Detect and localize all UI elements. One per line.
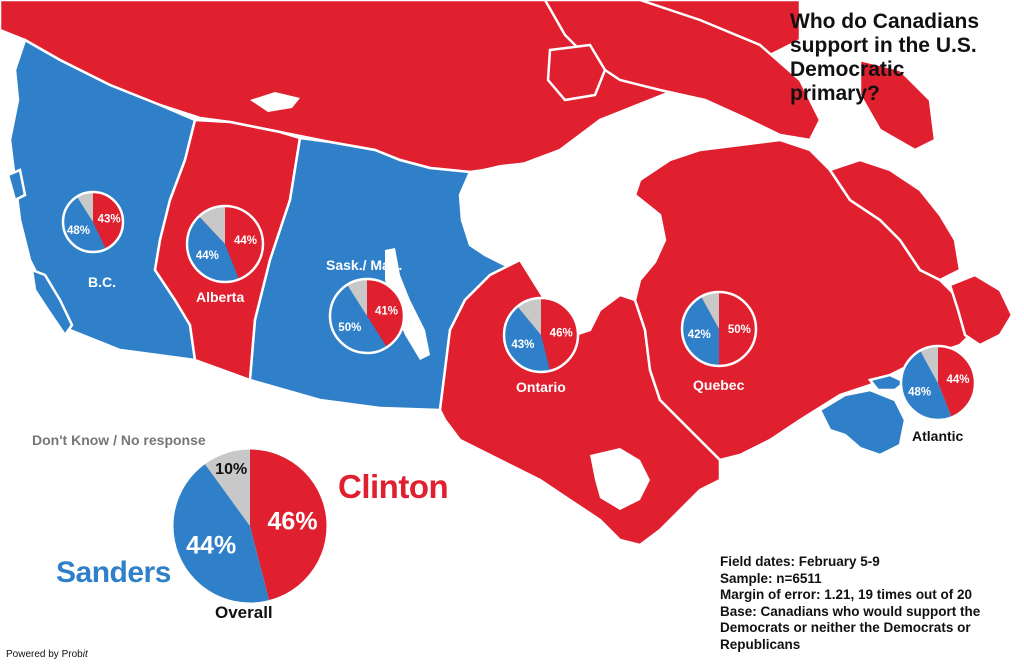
region-pie-0-sanders-label: 48% xyxy=(67,225,90,237)
region-label-ontario: Ontario xyxy=(516,379,566,395)
overall-pie-sanders-label: 44% xyxy=(186,531,236,559)
overall-pie-sanders-slice xyxy=(172,462,270,604)
chart-title: Who do Canadians support in the U.S. Dem… xyxy=(790,10,1020,106)
bc-islands-1 xyxy=(6,168,27,202)
bc-islands-2 xyxy=(30,268,74,338)
region-pie-2-sanders-label: 50% xyxy=(338,322,361,334)
region-pie-1-outline xyxy=(185,204,265,284)
region-pie-2-dontknow-slice xyxy=(347,279,367,316)
region-pie-5-dontknow-slice xyxy=(920,346,938,383)
region-pie-1: 44% 44% xyxy=(185,204,265,284)
region-pie-4-sanders-slice xyxy=(681,296,719,366)
region-label-alberta: Alberta xyxy=(196,289,244,305)
region-pie-0-clinton-slice xyxy=(93,192,124,250)
region-pie-3-clinton-label: 46% xyxy=(550,327,573,339)
region-pie-0-dontknow-slice xyxy=(76,192,93,222)
region-pie-3-sanders-slice xyxy=(503,306,551,372)
region-pie-5-clinton-slice xyxy=(938,346,976,418)
northern-island-east xyxy=(858,58,937,152)
region-pie-1-sanders-slice xyxy=(187,216,239,282)
title-line-3: Democratic xyxy=(790,58,905,81)
note-base-1: Base: Canadians who would support the xyxy=(720,603,981,619)
overall-pie: 46% 44% 10% xyxy=(170,446,330,606)
overall-label: Overall xyxy=(215,603,273,622)
overall-pie-dontknow-label: 10% xyxy=(215,461,247,478)
legend-dont-know: Don't Know / No response xyxy=(32,432,206,448)
note-margin: Margin of error: 1.21, 19 times out of 2… xyxy=(720,587,973,602)
small-lake-1 xyxy=(250,92,300,112)
region-pie-2-sanders-slice xyxy=(330,284,387,353)
region-pie-5: 44% 48% xyxy=(899,344,977,422)
region-label-saskman: Sask./ Man. xyxy=(326,257,402,273)
overall-pie-outline xyxy=(170,446,330,606)
region-pie-4-clinton-slice xyxy=(719,292,756,366)
region-pie-0-sanders-slice xyxy=(62,196,106,253)
region-pie-2-outline xyxy=(328,277,406,355)
region-pie-5-sanders-slice xyxy=(901,350,952,420)
region-pie-3-sanders-label: 43% xyxy=(511,339,534,351)
region-shape-atlantic-maritimes xyxy=(818,388,907,457)
note-base-2: Democrats or neither the Democrats or xyxy=(720,620,971,635)
region-pie-1-clinton-label: 44% xyxy=(234,235,257,247)
title-line-4: primary? xyxy=(790,82,880,105)
credit-line: Powered by Probit xyxy=(6,649,88,660)
credit-prefix: Powered by Prob xyxy=(6,649,83,660)
region-pie-2-clinton-slice xyxy=(367,279,404,348)
region-pie-0: 43% 48% xyxy=(61,190,125,254)
note-field-dates: Field dates: February 5-9 xyxy=(720,554,880,569)
region-pie-0-clinton-label: 43% xyxy=(98,213,121,225)
title-line-1: Who do Canadians xyxy=(790,10,979,33)
hudson-bay xyxy=(460,160,665,335)
region-pie-3-dontknow-slice xyxy=(517,298,541,335)
region-pie-5-outline xyxy=(899,344,977,422)
region-pie-5-sanders-label: 48% xyxy=(908,387,931,399)
note-sample: Sample: n=6511 xyxy=(720,570,822,586)
legend-clinton: Clinton xyxy=(338,468,449,505)
region-pie-1-dontknow-slice xyxy=(198,206,225,244)
region-pie-3-clinton-slice xyxy=(541,298,578,371)
region-pie-4-outline xyxy=(680,290,758,368)
note-base-3: Republicans xyxy=(720,636,801,652)
region-pie-5-clinton-label: 44% xyxy=(946,374,969,386)
region-pie-4-sanders-label: 42% xyxy=(688,329,711,341)
region-pie-1-sanders-label: 44% xyxy=(196,250,219,262)
lake-winnipeg xyxy=(385,248,430,360)
overall-pie-dontknow-slice xyxy=(204,448,250,526)
region-pie-4: 50% 42% xyxy=(680,290,758,368)
legend-sanders: Sanders xyxy=(56,556,171,589)
overall-pie-clinton-label: 46% xyxy=(268,508,318,536)
region-label-bc: B.C. xyxy=(88,274,116,290)
region-label-atlantic: Atlantic xyxy=(912,428,964,444)
region-pie-4-dontknow-slice xyxy=(701,292,719,329)
region-pie-1-clinton-slice xyxy=(225,206,264,280)
region-shape-atlantic-labrador xyxy=(828,158,962,282)
region-pie-4-clinton-label: 50% xyxy=(728,324,751,336)
region-pie-0-outline xyxy=(61,190,125,254)
region-pie-2: 41% 50% xyxy=(328,277,406,355)
region-pie-3-outline xyxy=(502,296,580,374)
methodology-notes: Field dates: February 5-9 Sample: n=6511… xyxy=(720,554,1020,653)
region-pie-3: 46% 43% xyxy=(502,296,580,374)
title-line-2: support in the U.S. xyxy=(790,34,977,57)
northern-island-west xyxy=(546,43,607,102)
great-lakes xyxy=(590,448,650,510)
region-shape-newfoundland xyxy=(948,273,1014,347)
credit-suffix: it xyxy=(82,649,88,660)
region-label-quebec: Quebec xyxy=(693,377,745,393)
overall-pie-clinton-slice xyxy=(250,448,328,602)
region-pie-2-clinton-label: 41% xyxy=(375,305,398,317)
